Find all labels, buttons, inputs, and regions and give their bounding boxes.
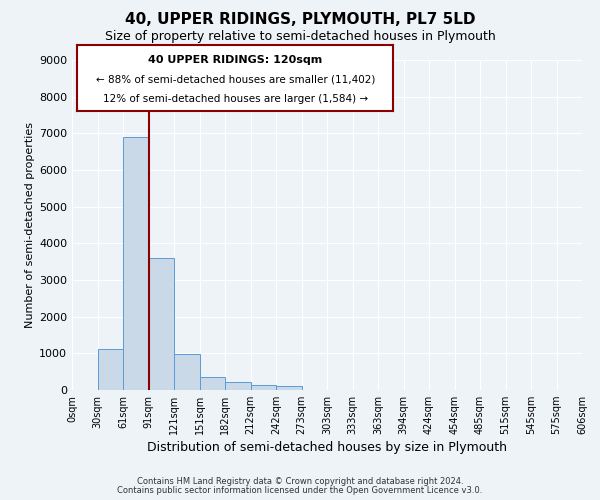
Text: Contains HM Land Registry data © Crown copyright and database right 2024.: Contains HM Land Registry data © Crown c… (137, 477, 463, 486)
Bar (251, 385, 276, 390)
X-axis label: Distribution of semi-detached houses by size in Plymouth: Distribution of semi-detached houses by … (147, 442, 507, 454)
Bar (149, 258, 174, 390)
Text: Size of property relative to semi-detached houses in Plymouth: Size of property relative to semi-detach… (104, 30, 496, 43)
Y-axis label: Number of semi-detached properties: Number of semi-detached properties (25, 122, 35, 328)
Bar (199, 377, 225, 390)
Bar (174, 354, 199, 390)
Bar (276, 386, 302, 390)
Bar (225, 382, 251, 390)
Bar (97, 348, 123, 390)
Bar (123, 138, 149, 390)
Text: 40, UPPER RIDINGS, PLYMOUTH, PL7 5LD: 40, UPPER RIDINGS, PLYMOUTH, PL7 5LD (125, 12, 475, 28)
Text: Contains public sector information licensed under the Open Government Licence v3: Contains public sector information licen… (118, 486, 482, 495)
